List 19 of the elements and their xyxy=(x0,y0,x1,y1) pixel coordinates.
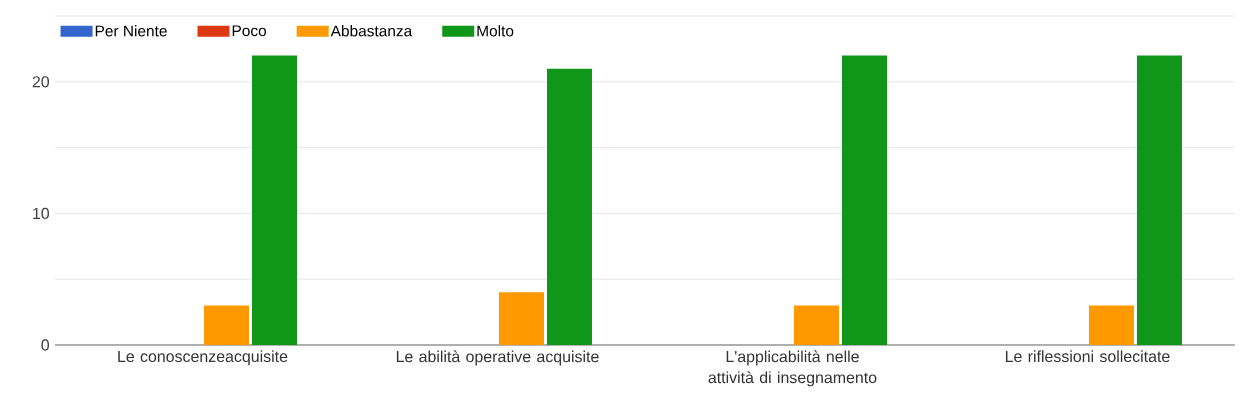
y-tick-label: 20 xyxy=(32,76,50,88)
bar xyxy=(498,292,544,345)
x-tick-label: L'applicabilità nelle attività di insegnamento xyxy=(708,350,877,387)
bar xyxy=(1136,55,1182,345)
y-tick-label: 0 xyxy=(41,339,50,351)
x-tick-label: Le riflessioni sollecitate xyxy=(1005,350,1170,363)
legend-label: Poco xyxy=(232,25,267,37)
bar xyxy=(841,55,887,345)
legend-label: Per Niente xyxy=(95,25,167,37)
bar xyxy=(546,68,592,345)
bar xyxy=(252,55,297,345)
bar xyxy=(793,305,839,345)
x-tick-label: Le abilità operative acquisite xyxy=(396,350,599,366)
x-tick-label: Le conoscenzeacquisite xyxy=(118,350,288,366)
y-tick-label: 10 xyxy=(33,207,50,220)
legend-label: Molto xyxy=(477,25,514,37)
bar xyxy=(1088,305,1134,345)
legend-label: Abbastanza xyxy=(330,25,413,37)
bar xyxy=(204,305,249,345)
